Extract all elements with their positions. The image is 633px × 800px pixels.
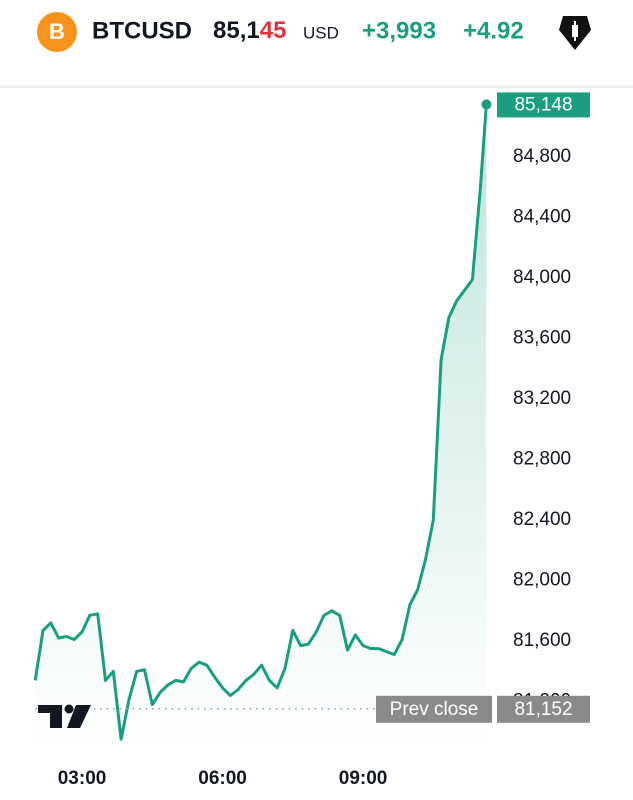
y-tick-label: 84,000 [513,267,571,288]
symbol: BTCUSD [92,17,192,44]
y-tick-label: 82,400 [513,509,571,530]
y-tick-label: 83,600 [513,328,571,349]
price-tail: 45 [260,17,287,44]
coin-glyph: B [49,19,65,44]
flag-icon[interactable] [559,16,591,50]
y-tick-label: 84,800 [513,146,571,167]
logo [38,704,91,728]
prev-close-label: Prev close [390,699,479,720]
y-tick-label: 83,200 [513,388,571,409]
price-main: 85,1 [213,17,260,44]
y-tick-label: 84,400 [513,207,571,228]
price-line [33,104,488,741]
prev-close-value-bg [497,695,590,723]
last-point [481,99,492,110]
prev-close-label-bg [376,695,492,723]
change-pct: +4.92 [463,17,524,44]
value-label: 85,148 [514,94,572,115]
value-label-bg [497,92,590,118]
x-tick-label: 09:00 [339,768,388,789]
y-tick-label: 81,600 [513,630,571,651]
prev-close-value: 81,152 [514,699,572,720]
x-tick-label: 03:00 [58,768,107,789]
currency: USD [303,23,339,42]
change: +3,993 [362,17,436,44]
y-tick-label: 82,800 [513,449,571,470]
area-fill [35,104,487,747]
coin-icon [37,12,77,52]
y-tick-label: 82,000 [513,570,571,591]
price: 85,145 [213,17,286,44]
x-tick-label: 06:00 [198,768,247,789]
